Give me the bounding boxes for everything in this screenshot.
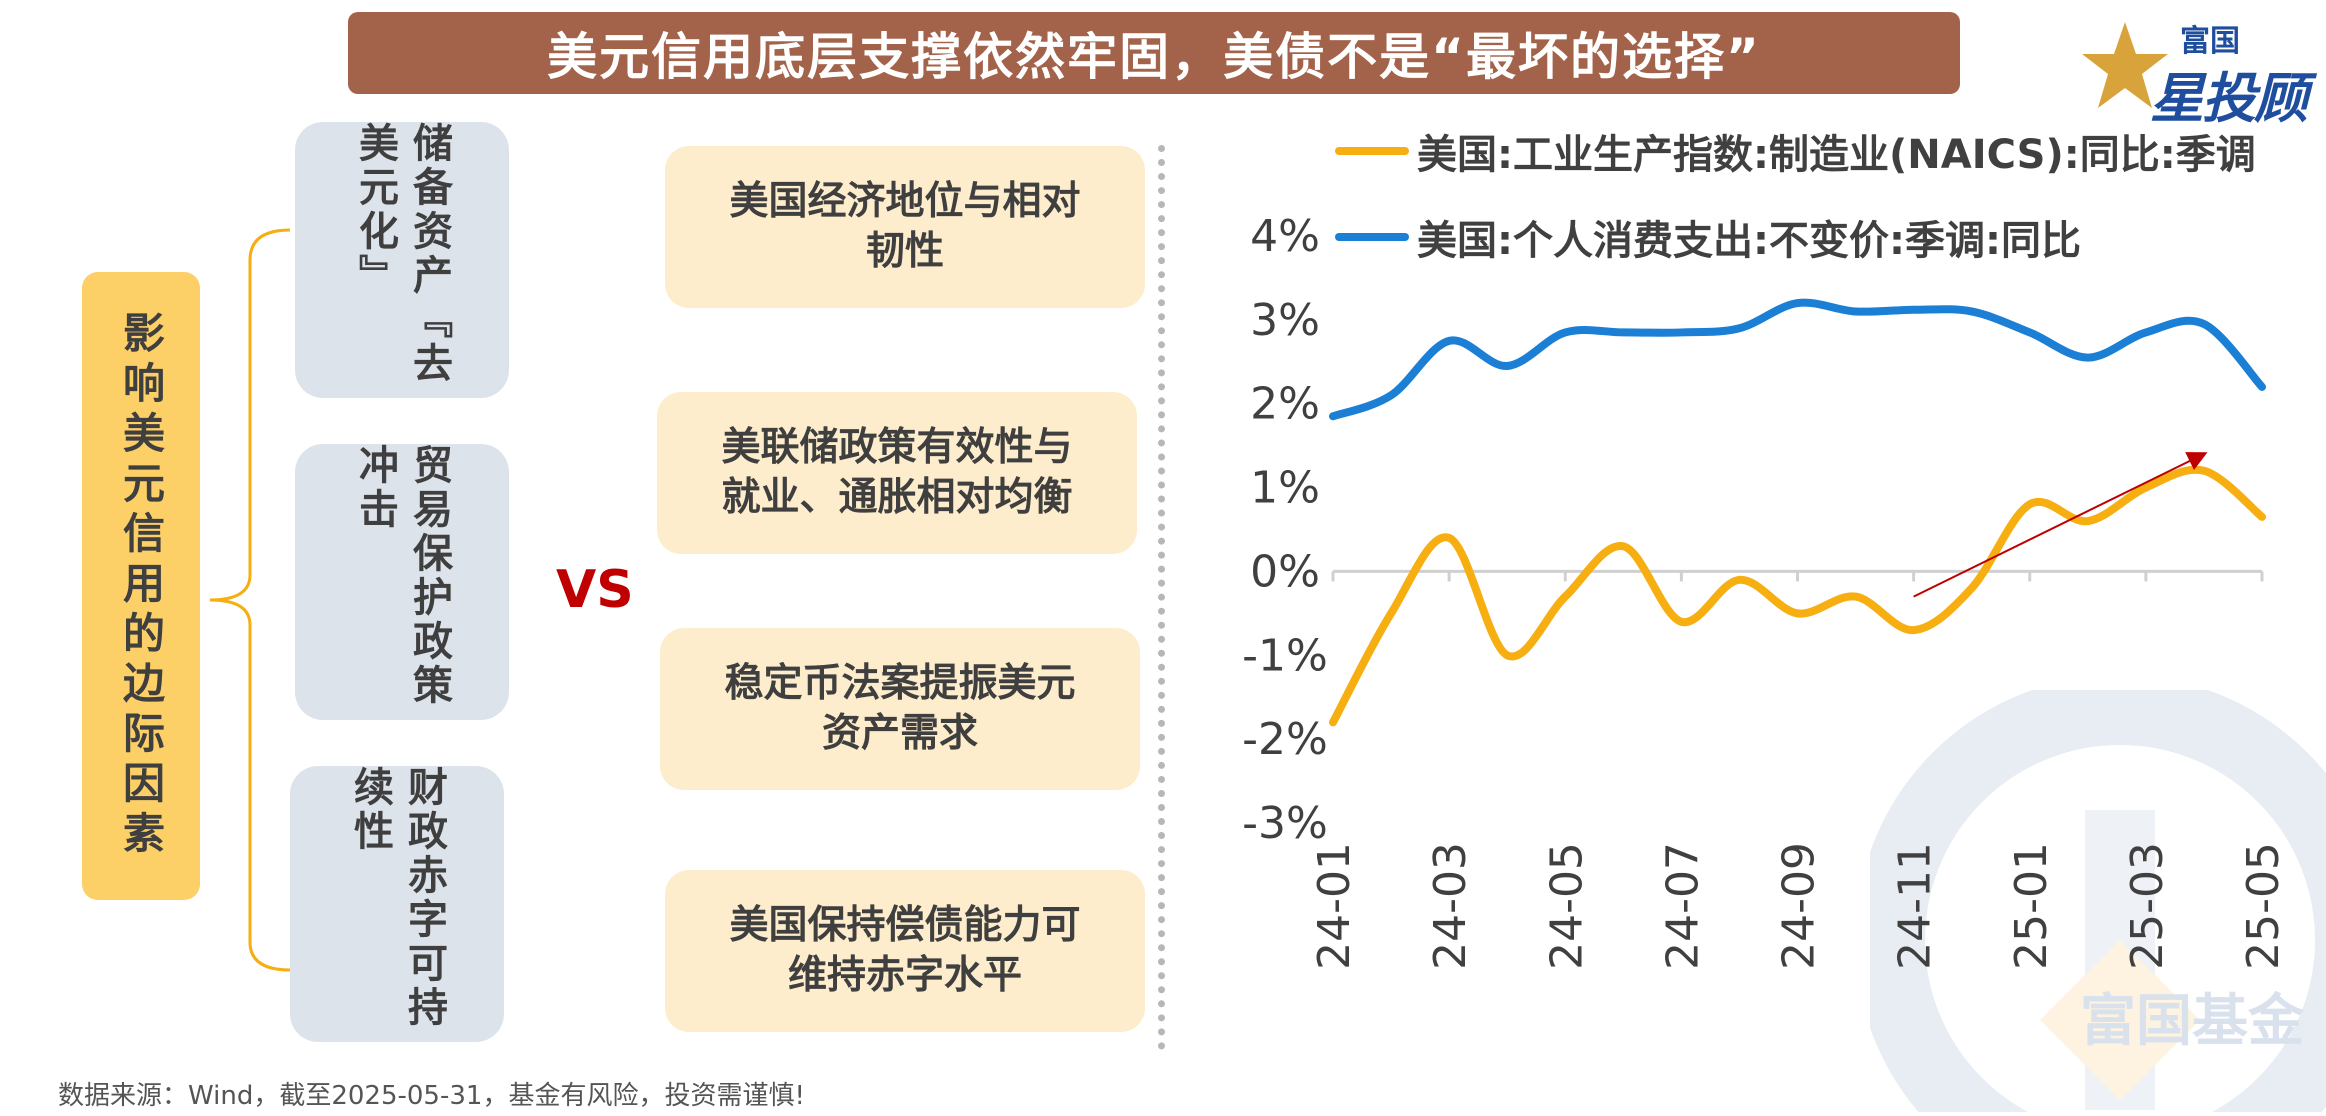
y-tick-label: -1%	[1242, 630, 1328, 681]
series-line-pce	[1329, 298, 2266, 421]
factor-item-reserve: 储备资产『去美元化』	[295, 122, 509, 398]
x-tick-label: 24-03	[1425, 842, 1476, 970]
x-tick-label: 24-07	[1657, 842, 1708, 970]
line-chart: 4% 3% 2% 1% 0% -1% -2% -3%24-01 24-03 24-05 24-07 2…	[1242, 211, 2289, 970]
support-stablecoin: 稳定币法案提振美元 资产需求	[660, 628, 1140, 790]
x-tick-label: 25-01	[2006, 842, 2057, 970]
logo-line2: 星投顾	[2150, 67, 2308, 130]
factor-label-box: 影响美元信用的边际因素	[82, 272, 200, 900]
y-tick-label: 4%	[1250, 211, 1320, 262]
x-tick-label: 24-01	[1309, 842, 1360, 970]
support-economy: 美国经济地位与相对 韧性	[665, 146, 1145, 308]
trend-arrow	[1913, 452, 2208, 598]
logo-line1: 富国	[2180, 24, 2240, 59]
x-tick-label: 24-11	[1890, 842, 1941, 970]
factor-item-text: 财政赤字可持续性	[347, 766, 447, 1030]
brace	[209, 228, 291, 972]
x-tick-label: 24-05	[1541, 842, 1592, 970]
support-debt: 美国保持偿债能力可 维持赤字水平	[665, 870, 1145, 1032]
footer-note: 数据来源：Wind，截至2025-05-31，基金有风险，投资需谨慎!	[58, 1081, 805, 1111]
brand-logo: 富国 星投顾	[2080, 12, 2315, 130]
y-tick-label: 2%	[1250, 379, 1320, 430]
star-icon	[2082, 22, 2168, 108]
legend-item-pce: 美国:个人消费支出:不变价:季调:同比	[1335, 208, 2081, 266]
x-tick-label: 25-05	[2238, 842, 2289, 970]
page-title: 美元信用底层支撑依然牢固，美债不是“最坏的选择”	[348, 12, 1960, 94]
factor-item-trade: 贸易保护政策冲击	[295, 444, 509, 720]
y-tick-label: -2%	[1242, 714, 1328, 765]
y-tick-label: 0%	[1250, 546, 1320, 597]
factor-item-text: 储备资产『去美元化』	[352, 122, 452, 386]
series-line-industrial	[1329, 465, 2266, 727]
vs-label: VS	[556, 560, 634, 620]
y-tick-label: -3%	[1242, 798, 1328, 849]
factor-label: 影响美元信用的边际因素	[116, 311, 166, 861]
svg-text:富国基金: 富国基金	[2080, 989, 2305, 1054]
y-tick-label: 1%	[1250, 463, 1320, 514]
legend-item-industrial: 美国:工业生产指数:制造业(NAICS):同比:季调	[1335, 122, 2256, 180]
watermark-logo: 富国基金	[1855, 675, 2326, 1116]
y-tick-label: 3%	[1250, 295, 1320, 346]
support-fed: 美联储政策有效性与 就业、通胀相对均衡	[657, 392, 1137, 554]
divider	[1158, 145, 1165, 1050]
factor-item-text: 贸易保护政策冲击	[352, 444, 452, 708]
legend-swatch	[1335, 147, 1409, 155]
x-tick-label: 25-03	[2122, 842, 2173, 970]
legend-swatch	[1335, 233, 1409, 241]
factor-item-fiscal: 财政赤字可持续性	[290, 766, 504, 1042]
x-tick-label: 24-09	[1774, 842, 1825, 970]
